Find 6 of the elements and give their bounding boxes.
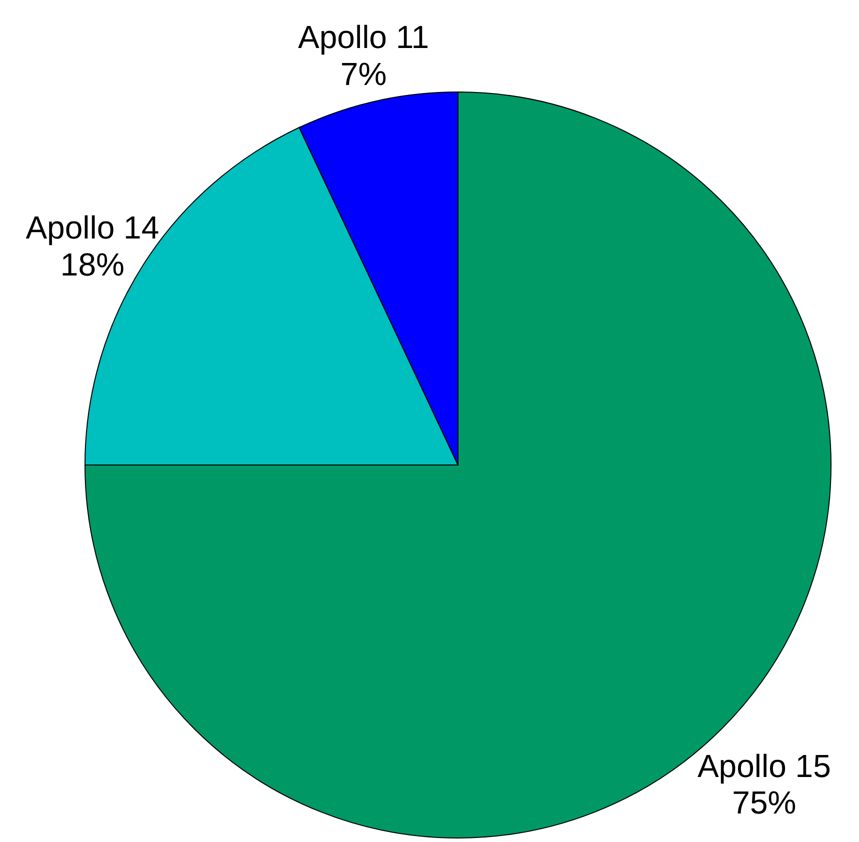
data-label: 75% — [732, 784, 796, 821]
slice-label: Apollo 11 — [298, 19, 430, 56]
slice-label: Apollo 15 — [697, 748, 831, 784]
data-label: 18% — [60, 246, 124, 282]
data-label: 7% — [340, 56, 387, 92]
slice-label: Apollo 14 — [26, 210, 160, 246]
